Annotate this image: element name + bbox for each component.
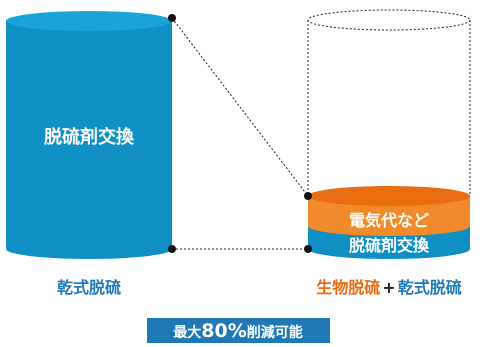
right-caption-part1: 生物脱硫: [316, 278, 380, 297]
left-caption: 乾式脱硫: [57, 278, 121, 297]
reduction-badge-text: 最大80%削減可能: [173, 320, 302, 342]
right-top-layer-body: [308, 196, 470, 236]
connector-dot-right-top: [304, 192, 312, 200]
right-cylinder-outline: [307, 9, 471, 196]
reduction-badge: 最大80%削減可能: [147, 318, 330, 343]
left-cylinder-top: [6, 11, 172, 31]
connector-line-top: [171, 17, 309, 197]
right-cylinder: 電気代など 脱硫剤交換: [308, 186, 470, 259]
right-layer-bottom-label: 脱硫剤交換: [349, 236, 430, 255]
reduction-badge-prefix: 最大: [173, 324, 201, 341]
left-cylinder: 脱硫剤交換: [6, 11, 172, 259]
connector-lines: [171, 17, 309, 250]
connector-dots: [168, 14, 312, 253]
right-top-layer-cap: [308, 186, 470, 206]
connector-dot-left-top: [168, 14, 176, 22]
left-cylinder-body: [6, 21, 172, 259]
right-caption: 生物脱硫 + 乾式脱硫: [316, 278, 461, 297]
reduction-badge-suffix: 削減可能: [247, 324, 303, 341]
connector-dot-left-bottom: [168, 245, 176, 253]
reduction-badge-bg: [147, 318, 330, 343]
reduction-badge-number: 80%: [201, 320, 246, 342]
connector-dot-right-bottom: [304, 245, 312, 253]
right-layer-top-label: 電気代など: [349, 211, 429, 230]
right-caption-part2: 乾式脱硫: [398, 278, 462, 297]
left-cylinder-label: 脱硫剤交換: [44, 126, 135, 148]
right-caption-plus: +: [382, 278, 395, 297]
right-cylinder-dotted-top: [307, 9, 471, 31]
